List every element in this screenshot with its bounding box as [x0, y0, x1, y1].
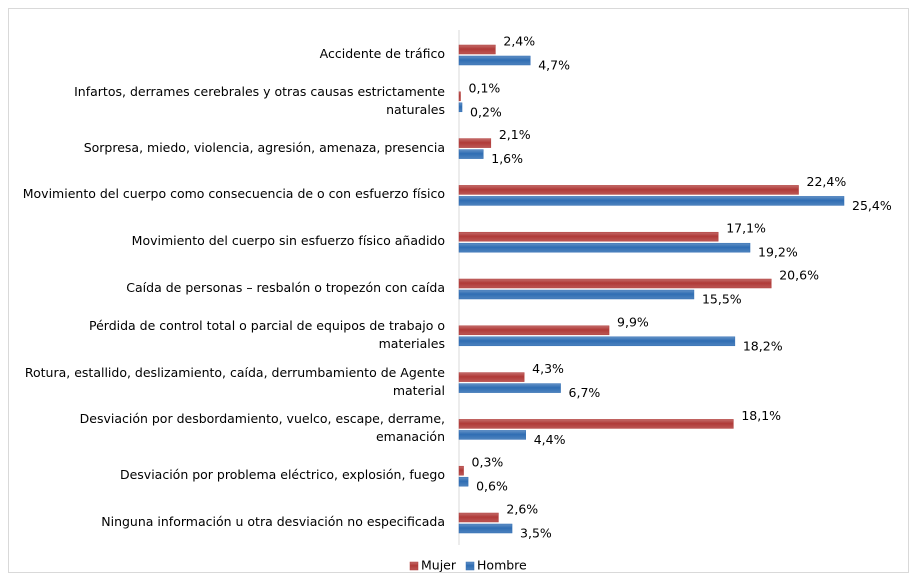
value-label: 1,6% — [491, 151, 523, 166]
bar — [458, 91, 461, 102]
legend-swatch — [465, 561, 475, 571]
value-label: 0,2% — [470, 104, 502, 119]
bar — [458, 430, 526, 440]
category-label: Infartos, derrames cerebrales y otras ca… — [74, 83, 445, 117]
bar — [458, 523, 513, 534]
bar — [458, 138, 492, 148]
value-label: 2,4% — [503, 34, 535, 49]
value-label: 19,2% — [758, 245, 798, 260]
category-label: Caída de personas – resbalón o tropezón … — [126, 280, 445, 295]
category-label: Desviación por desbordamiento, vuelco, e… — [79, 411, 445, 445]
value-label: 4,4% — [534, 432, 566, 447]
bar — [458, 289, 695, 300]
value-label: 0,6% — [476, 479, 508, 494]
category-label: Accidente de tráfico — [319, 46, 445, 61]
bar — [458, 465, 464, 476]
value-label: 0,1% — [469, 80, 501, 95]
value-label: 6,7% — [569, 385, 601, 400]
value-label: 3,5% — [520, 526, 552, 541]
category-label: Movimiento del cuerpo como consecuencia … — [22, 186, 445, 202]
value-label: 15,5% — [702, 292, 742, 307]
bar — [458, 196, 845, 206]
bar — [458, 278, 772, 289]
value-label: 18,2% — [743, 338, 783, 353]
bar — [458, 383, 561, 393]
category-label: Desviación por problema eléctrico, explo… — [119, 467, 445, 483]
category-label: Rotura, estallido, deslizamiento, caída,… — [24, 364, 445, 398]
bar — [458, 372, 525, 382]
bar — [458, 325, 610, 336]
value-label: 0,3% — [472, 455, 504, 470]
bar — [458, 419, 734, 429]
category-label: Ninguna información u otra desviación no… — [101, 514, 445, 529]
legend-label: Hombre — [477, 558, 527, 573]
bar — [458, 242, 751, 253]
value-label: 4,7% — [538, 58, 570, 73]
value-label: 20,6% — [779, 268, 819, 283]
bar — [458, 231, 719, 242]
value-label: 4,3% — [532, 361, 564, 376]
value-label: 18,1% — [741, 408, 781, 423]
value-label: 25,4% — [852, 198, 892, 213]
value-label: 2,6% — [506, 502, 538, 517]
value-label: 9,9% — [617, 314, 649, 329]
bar — [458, 102, 463, 113]
legend-label: Mujer — [421, 558, 457, 573]
category-label: Movimiento del cuerpo sin esfuerzo físic… — [131, 233, 445, 249]
value-label: 22,4% — [807, 174, 847, 189]
bar — [458, 512, 499, 523]
legend-swatch — [409, 561, 419, 571]
bar — [458, 44, 496, 55]
value-label: 17,1% — [726, 221, 766, 236]
bar — [458, 185, 799, 195]
bar — [458, 336, 736, 347]
bar — [458, 149, 484, 159]
bar — [458, 55, 531, 66]
category-label: Pérdida de control total o parcial de eq… — [89, 317, 445, 351]
bar — [458, 476, 469, 487]
category-label: Sorpresa, miedo, violencia, agresión, am… — [83, 139, 445, 155]
value-label: 2,1% — [499, 127, 531, 142]
